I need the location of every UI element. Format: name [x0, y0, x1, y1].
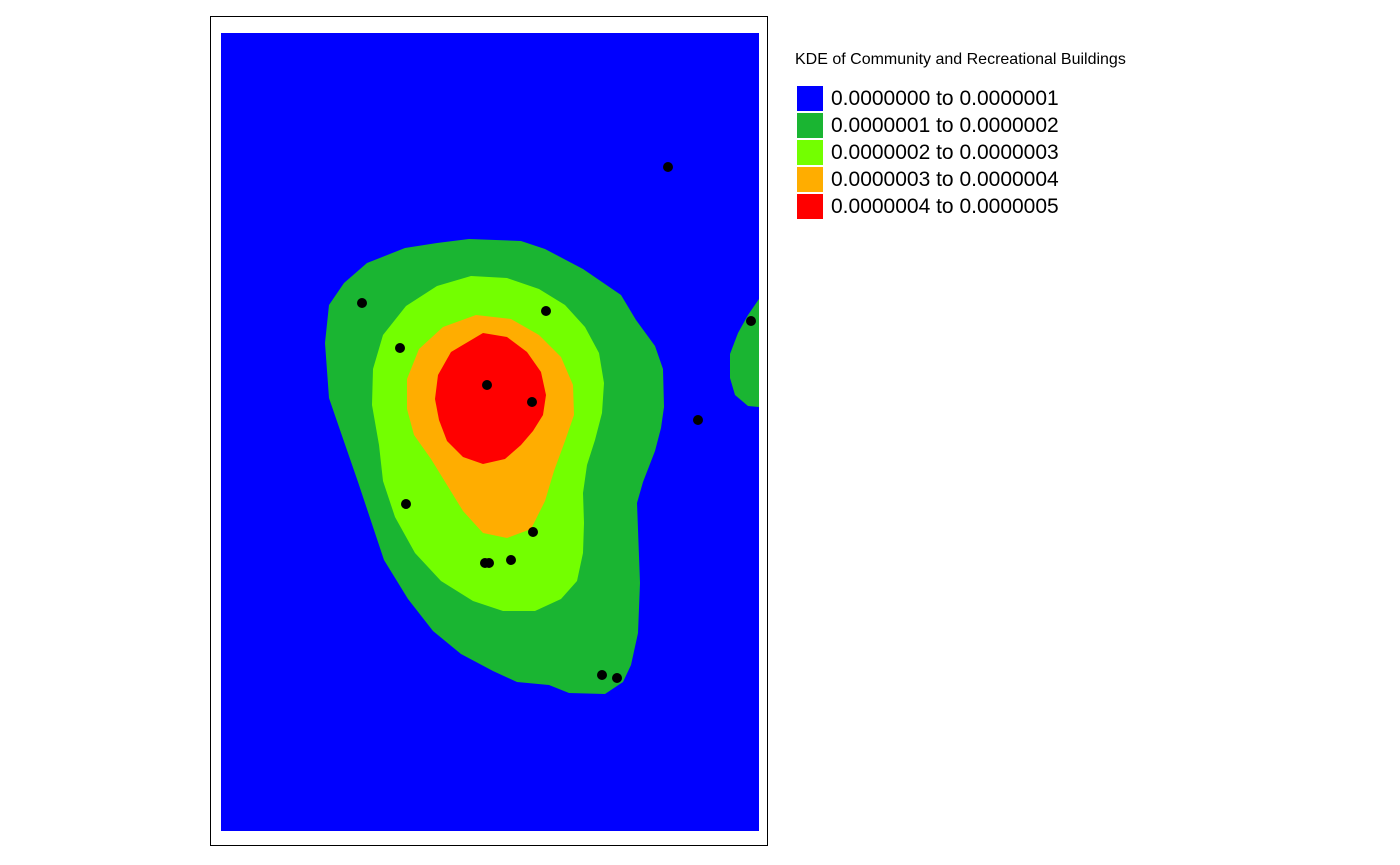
- building-points: [357, 162, 756, 683]
- legend-swatch: [797, 140, 823, 165]
- legend-label: 0.0000002 to 0.0000003: [831, 141, 1059, 164]
- building-point: [528, 527, 538, 537]
- legend-item-3-4: 0.0000003 to 0.0000004: [795, 167, 1215, 194]
- building-point: [541, 306, 551, 316]
- building-point: [357, 298, 367, 308]
- building-point: [484, 558, 494, 568]
- legend-swatch: [797, 86, 823, 111]
- building-point: [401, 499, 411, 509]
- building-point: [693, 415, 703, 425]
- legend-item-2-3: 0.0000002 to 0.0000003: [795, 140, 1215, 167]
- map-legend: KDE of Community and Recreational Buildi…: [795, 50, 1215, 221]
- building-point: [395, 343, 405, 353]
- legend-label: 0.0000003 to 0.0000004: [831, 168, 1059, 191]
- kde-raster-map[interactable]: [221, 33, 759, 831]
- building-point: [482, 380, 492, 390]
- legend-item-1-2: 0.0000001 to 0.0000002: [795, 113, 1215, 140]
- legend-swatch: [797, 194, 823, 219]
- legend-swatch: [797, 167, 823, 192]
- kde-zone-1-2-east: [730, 299, 759, 407]
- building-point: [663, 162, 673, 172]
- legend-label: 0.0000001 to 0.0000002: [831, 114, 1059, 137]
- legend-swatch: [797, 113, 823, 138]
- legend-item-0-1: 0.0000000 to 0.0000001: [795, 86, 1215, 113]
- legend-title: KDE of Community and Recreational Buildi…: [795, 51, 1126, 68]
- building-point: [506, 555, 516, 565]
- building-point: [597, 670, 607, 680]
- legend-item-4-5: 0.0000004 to 0.0000005: [795, 194, 1215, 221]
- building-point: [527, 397, 537, 407]
- building-point: [746, 316, 756, 326]
- legend-label: 0.0000004 to 0.0000005: [831, 195, 1059, 218]
- kde-zone-4-5: [435, 333, 546, 464]
- building-point: [612, 673, 622, 683]
- legend-label: 0.0000000 to 0.0000001: [831, 87, 1059, 110]
